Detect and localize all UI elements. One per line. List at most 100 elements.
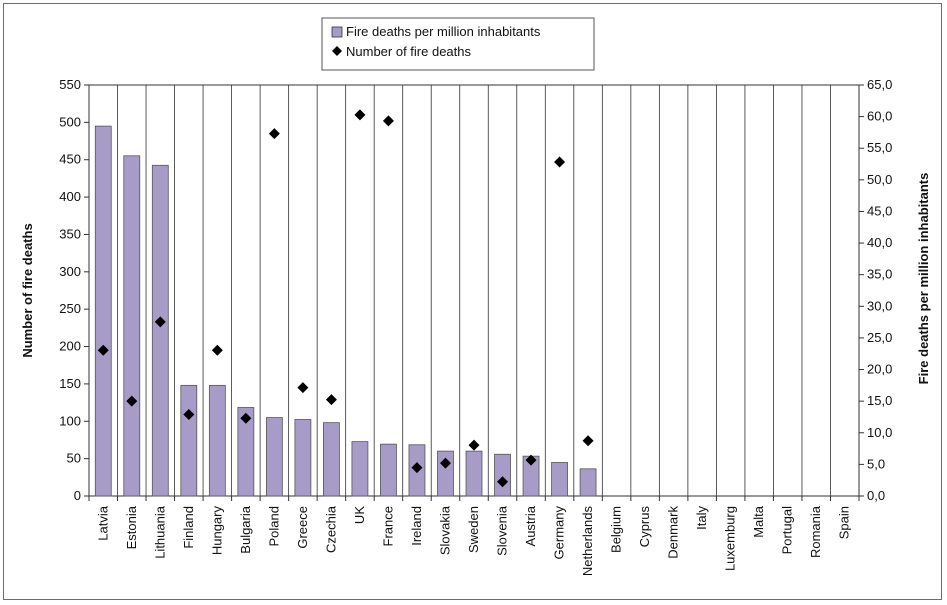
bar-poland bbox=[265, 417, 283, 497]
x-tick-label: Spain bbox=[837, 506, 852, 539]
point-uk bbox=[354, 109, 366, 121]
x-tick-label: Sweden bbox=[466, 506, 481, 553]
legend-box bbox=[321, 17, 595, 71]
point-finland bbox=[183, 409, 195, 421]
bar-germany bbox=[551, 462, 568, 497]
y-tick-label-right: 40,0 bbox=[867, 235, 892, 250]
y-axis-title-right: Fire deaths per million inhabitants bbox=[916, 173, 931, 385]
plot-area bbox=[88, 84, 860, 497]
y-tick-label-right: 65,0 bbox=[867, 77, 892, 92]
x-tick-label: UK bbox=[352, 506, 367, 524]
point-hungary bbox=[211, 344, 223, 356]
bar-finland bbox=[180, 384, 198, 497]
scatter-series bbox=[97, 109, 594, 488]
bar-series bbox=[94, 125, 597, 497]
point-france bbox=[382, 115, 394, 127]
y-tick-label-left: 350 bbox=[59, 226, 81, 241]
bar-czechia bbox=[323, 422, 340, 497]
point-lithuania bbox=[154, 316, 166, 328]
point-ireland bbox=[411, 462, 423, 474]
y-tick-label-left: 250 bbox=[59, 301, 81, 316]
x-tick-label: Portugal bbox=[780, 506, 795, 555]
y-tick-label-right: 50,0 bbox=[867, 172, 892, 187]
y-tick-label-right: 35,0 bbox=[867, 267, 892, 282]
x-tick-label: Romania bbox=[808, 505, 823, 558]
y-tick-label-left: 300 bbox=[59, 264, 81, 279]
x-tick-label: Hungary bbox=[209, 506, 224, 556]
x-tick-label: Finland bbox=[181, 506, 196, 549]
legend: Fire deaths per million inhabitants Numb… bbox=[321, 17, 595, 71]
y-tick-label-right: 10,0 bbox=[867, 425, 892, 440]
y-tick-label-right: 0,0 bbox=[867, 488, 885, 503]
point-bulgaria bbox=[240, 412, 252, 424]
y-tick-label-left: 100 bbox=[59, 413, 81, 428]
x-tick-label: Greece bbox=[295, 506, 310, 549]
point-latvia bbox=[97, 344, 109, 356]
point-greece bbox=[297, 382, 309, 394]
bar-estonia bbox=[123, 155, 141, 497]
point-slovakia bbox=[439, 457, 451, 469]
y-tick-label-left: 0 bbox=[74, 488, 81, 503]
x-tick-label: Lithuania bbox=[152, 505, 167, 559]
legend-swatch-bar bbox=[331, 26, 343, 38]
point-netherlands bbox=[582, 435, 594, 447]
x-tick-label: Bulgaria bbox=[238, 505, 253, 553]
y-tick-label-left: 550 bbox=[59, 77, 81, 92]
bar-bulgaria bbox=[237, 407, 255, 497]
legend-swatch-diamond bbox=[332, 46, 342, 56]
y-tick-label-right: 15,0 bbox=[867, 393, 892, 408]
point-sweden bbox=[468, 439, 480, 451]
legend-label-bar: Fire deaths per million inhabitants bbox=[346, 24, 541, 39]
bar-uk bbox=[351, 441, 369, 497]
y-tick-label-right: 5,0 bbox=[867, 456, 885, 471]
bar-lithuania bbox=[151, 164, 169, 497]
point-germany bbox=[554, 156, 566, 168]
bar-hungary bbox=[208, 384, 226, 497]
point-slovenia bbox=[497, 476, 509, 488]
x-tick-label: Luxemburg bbox=[723, 506, 738, 571]
x-tick-label: Germany bbox=[552, 506, 567, 560]
point-poland bbox=[268, 128, 280, 140]
y-tick-label-left: 50 bbox=[67, 451, 81, 466]
x-tick-label: Czechia bbox=[323, 505, 338, 553]
y-tick-label-right: 25,0 bbox=[867, 330, 892, 345]
point-czechia bbox=[325, 394, 337, 406]
x-tick-label: Estonia bbox=[124, 505, 139, 549]
y-tick-label-right: 20,0 bbox=[867, 362, 892, 377]
bar-greece bbox=[294, 419, 312, 497]
y-axis-title-left: Number of fire deaths bbox=[20, 223, 35, 357]
plot-border bbox=[88, 84, 860, 497]
x-tick-label: Poland bbox=[266, 506, 281, 546]
x-tick-label: Malta bbox=[751, 505, 766, 538]
y-tick-label-left: 400 bbox=[59, 189, 81, 204]
x-tick-label: Denmark bbox=[666, 506, 681, 559]
y-tick-label-left: 450 bbox=[59, 152, 81, 167]
y-tick-label-right: 30,0 bbox=[867, 298, 892, 313]
bar-slovenia bbox=[494, 453, 511, 497]
x-tick-label: Italy bbox=[694, 506, 709, 530]
y-tick-label-left: 500 bbox=[59, 114, 81, 129]
y-tick-label-left: 150 bbox=[59, 376, 81, 391]
combo-chart: Fire deaths per million inhabitants Numb… bbox=[20, 17, 931, 576]
x-tick-label: Slovenia bbox=[495, 505, 510, 556]
point-austria bbox=[525, 454, 537, 466]
x-tick-label: Austria bbox=[523, 505, 538, 546]
x-tick-label: Slovakia bbox=[437, 505, 452, 555]
x-tick-label: France bbox=[380, 506, 395, 546]
chart-frame: Fire deaths per million inhabitants Numb… bbox=[3, 3, 942, 600]
y-tick-label-right: 60,0 bbox=[867, 109, 892, 124]
y-tick-label-right: 45,0 bbox=[867, 203, 892, 218]
y-tick-label-left: 200 bbox=[59, 339, 81, 354]
x-tick-label: Ireland bbox=[409, 506, 424, 546]
x-tick-label: Belgium bbox=[609, 506, 624, 553]
legend-label-scatter: Number of fire deaths bbox=[346, 44, 472, 59]
y-tick-label-right: 55,0 bbox=[867, 140, 892, 155]
axes: 0 50 100 150 200 250 300 350 400 450 500 550 0,0 5,0 1… bbox=[59, 77, 892, 576]
x-tick-label: Latvia bbox=[95, 505, 110, 540]
bar-latvia bbox=[94, 125, 112, 497]
bar-france bbox=[380, 443, 397, 497]
bar-sweden bbox=[465, 450, 483, 497]
x-tick-label: Cyprus bbox=[637, 506, 652, 548]
x-tick-label: Netherlands bbox=[580, 506, 595, 577]
bar-netherlands bbox=[579, 468, 597, 497]
